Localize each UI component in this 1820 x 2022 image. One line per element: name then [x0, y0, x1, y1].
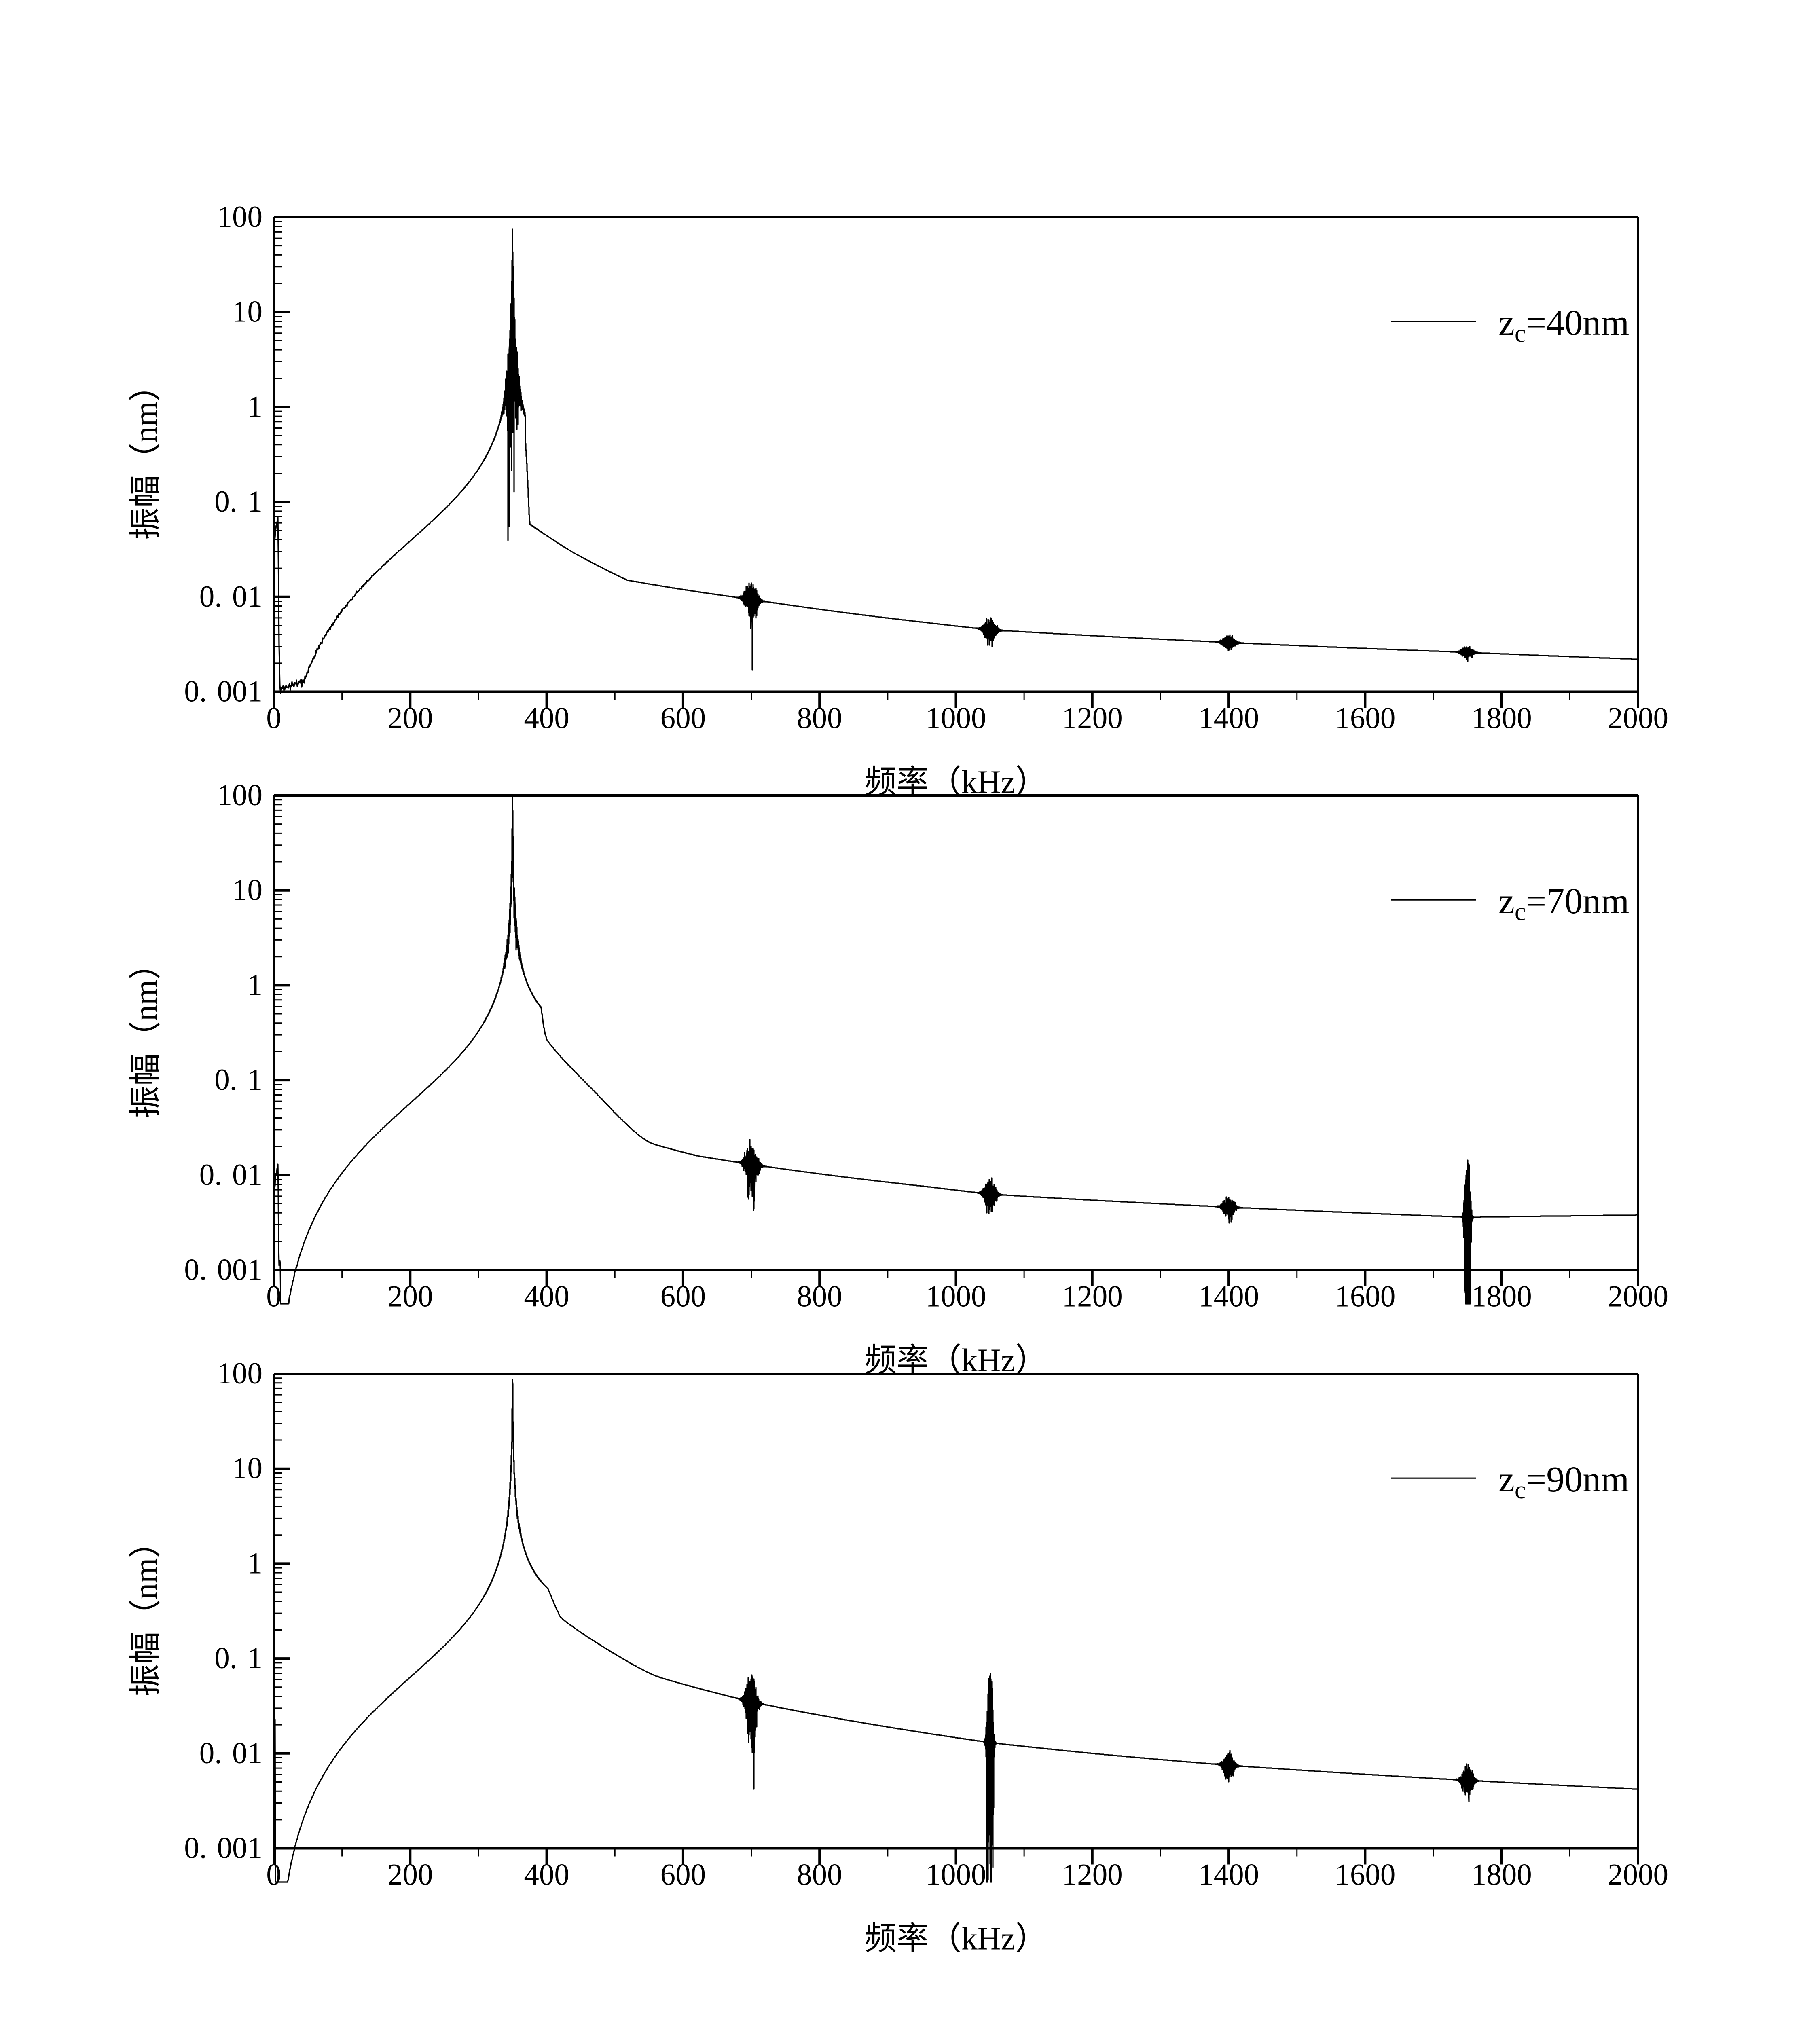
svg-text:1000: 1000: [926, 702, 986, 735]
svg-text:100: 100: [217, 778, 263, 812]
svg-text:0. 001: 0. 001: [184, 1832, 262, 1865]
svg-text:800: 800: [797, 702, 842, 735]
svg-text:0: 0: [266, 1280, 281, 1313]
svg-text:0: 0: [266, 1858, 281, 1892]
svg-text:1400: 1400: [1198, 1858, 1259, 1892]
svg-text:0. 1: 0. 1: [214, 1063, 262, 1097]
svg-text:2000: 2000: [1608, 1280, 1668, 1313]
svg-text:1400: 1400: [1198, 702, 1259, 735]
svg-text:0. 001: 0. 001: [184, 1253, 262, 1287]
svg-text:100: 100: [217, 1357, 263, 1390]
svg-text:800: 800: [797, 1858, 842, 1892]
svg-text:10: 10: [232, 1452, 262, 1485]
svg-text:1200: 1200: [1062, 1280, 1123, 1313]
svg-text:200: 200: [387, 1858, 433, 1892]
svg-text:10: 10: [232, 874, 262, 907]
svg-text:1: 1: [248, 968, 263, 1002]
svg-text:2000: 2000: [1608, 702, 1668, 735]
svg-text:1200: 1200: [1062, 702, 1123, 735]
svg-text:0. 1: 0. 1: [214, 485, 262, 518]
svg-text:1400: 1400: [1198, 1280, 1259, 1313]
svg-text:0. 1: 0. 1: [214, 1641, 262, 1675]
svg-text:10: 10: [232, 295, 262, 329]
svg-text:600: 600: [660, 1858, 706, 1892]
svg-text:800: 800: [797, 1280, 842, 1313]
svg-text:1600: 1600: [1335, 1858, 1395, 1892]
svg-text:400: 400: [524, 1858, 569, 1892]
svg-text:1000: 1000: [926, 1280, 986, 1313]
svg-text:600: 600: [660, 1280, 706, 1313]
svg-text:200: 200: [387, 1280, 433, 1313]
svg-text:0: 0: [266, 702, 281, 735]
svg-text:600: 600: [660, 702, 706, 735]
svg-text:振幅（nm）: 振幅（nm）: [128, 369, 164, 540]
svg-text:0. 01: 0. 01: [199, 580, 262, 613]
svg-text:100: 100: [217, 200, 263, 234]
svg-text:1200: 1200: [1062, 1858, 1123, 1892]
svg-text:0. 001: 0. 001: [184, 675, 262, 709]
svg-text:1800: 1800: [1471, 1858, 1532, 1892]
svg-text:1600: 1600: [1335, 702, 1395, 735]
svg-text:400: 400: [524, 702, 569, 735]
svg-text:振幅（nm）: 振幅（nm）: [128, 948, 164, 1118]
svg-text:1000: 1000: [926, 1858, 986, 1892]
svg-text:1800: 1800: [1471, 1280, 1532, 1313]
svg-text:200: 200: [387, 702, 433, 735]
svg-text:1800: 1800: [1471, 702, 1532, 735]
svg-text:1600: 1600: [1335, 1280, 1395, 1313]
svg-text:1: 1: [248, 390, 263, 423]
svg-text:400: 400: [524, 1280, 569, 1313]
svg-text:频率（kHz）: 频率（kHz）: [864, 1921, 1048, 1957]
svg-text:0. 01: 0. 01: [199, 1158, 262, 1192]
svg-text:0. 01: 0. 01: [199, 1736, 262, 1770]
svg-text:1: 1: [248, 1546, 263, 1580]
svg-text:2000: 2000: [1608, 1858, 1668, 1892]
svg-text:振幅（nm）: 振幅（nm）: [128, 1526, 164, 1696]
